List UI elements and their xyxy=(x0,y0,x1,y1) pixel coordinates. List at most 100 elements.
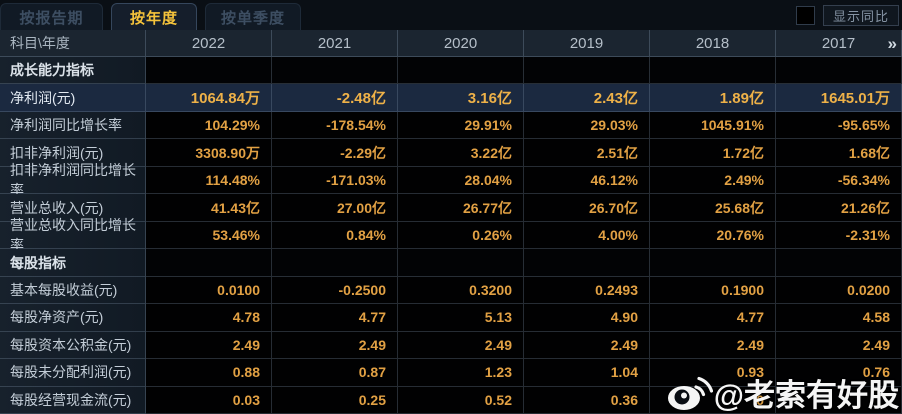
value-cell: 2.43亿 xyxy=(524,84,650,112)
row-label: 扣非净利润同比增长率 xyxy=(0,162,146,198)
value-cell: -2.48亿 xyxy=(272,84,398,112)
row-label: 每股经营现金流(元) xyxy=(0,386,146,414)
value-cell: 0.26% xyxy=(398,221,524,250)
value-cell xyxy=(650,57,776,85)
value-cell: 28.04% xyxy=(398,166,524,195)
value-cell: 0.52 xyxy=(398,386,524,414)
value-cell: 2.49 xyxy=(776,331,902,360)
value-cell: 1.72亿 xyxy=(650,139,776,167)
value-cell: 29.91% xyxy=(398,111,524,140)
value-cell: 29.03% xyxy=(524,111,650,140)
value-cell xyxy=(524,57,650,85)
value-cell: 0.1900 xyxy=(650,276,776,305)
show-yoy-button[interactable]: 显示同比 xyxy=(822,5,899,26)
value-cell: 3.16亿 xyxy=(398,84,524,112)
value-cell: 0.0200 xyxy=(776,276,902,305)
value-cell: 3.22亿 xyxy=(398,139,524,167)
value-cell: 0.36 xyxy=(524,386,650,414)
value-cell: 4.78 xyxy=(146,304,272,332)
row-label: 基本每股收益(元) xyxy=(0,276,146,305)
table-row: 净利润(元) 1064.84万 -2.48亿 3.16亿 2.43亿 1.89亿 1645.… xyxy=(0,84,902,112)
row-label: 每股资本公积金(元) xyxy=(0,331,146,360)
next-years-icon[interactable]: » xyxy=(887,33,898,53)
row-label: 每股指标 xyxy=(0,249,146,277)
value-cell: 3308.90万 xyxy=(146,139,272,167)
table-row: 扣非净利润(元) 3308.90万 -2.29亿 3.22亿 2.51亿 1.72亿 1.6… xyxy=(0,139,902,167)
year-header-2020: 2020 xyxy=(398,30,524,57)
value-cell: 2.49% xyxy=(650,166,776,195)
year-header-2019: 2019 xyxy=(524,30,650,57)
value-cell: 2.51亿 xyxy=(524,139,650,167)
value-cell: 0.3200 xyxy=(398,276,524,305)
value-cell: -178.54% xyxy=(272,111,398,140)
value-cell: 4.58 xyxy=(776,304,902,332)
row-label: 净利润(元) xyxy=(0,84,146,112)
corner-header-cell: 科目\年度 xyxy=(0,30,146,57)
value-cell: -95.65% xyxy=(776,111,902,140)
value-cell: 53.46% xyxy=(146,221,272,250)
row-label: 营业总收入(元) xyxy=(0,194,146,222)
value-cell xyxy=(272,57,398,85)
value-cell: 0.76 xyxy=(776,359,902,387)
value-cell: -2.31% xyxy=(776,221,902,250)
value-cell: 0.2493 xyxy=(524,276,650,305)
value-cell: 21.26亿 xyxy=(776,194,902,222)
value-cell: 1.04 xyxy=(524,359,650,387)
show-yoy-controls: 显示同比 xyxy=(795,5,899,26)
tab-by-quarter[interactable]: 按单季度 xyxy=(205,3,301,30)
value-cell: 0 xyxy=(650,386,776,414)
value-cell: 26.70亿 xyxy=(524,194,650,222)
value-cell xyxy=(398,57,524,85)
table-row: 每股净资产(元) 4.78 4.77 5.13 4.90 4.77 4.58 xyxy=(0,304,902,332)
value-cell: 0.84% xyxy=(272,221,398,250)
tab-by-year[interactable]: 按年度 xyxy=(111,3,197,30)
value-cell: -171.03% xyxy=(272,166,398,195)
value-cell: 114.48% xyxy=(146,166,272,195)
value-cell: 0.88 xyxy=(146,359,272,387)
value-cell: 2.49 xyxy=(650,331,776,360)
table-row: 每股资本公积金(元) 2.49 2.49 2.49 2.49 2.49 2.49 xyxy=(0,331,902,360)
value-cell: 1.23 xyxy=(398,359,524,387)
year-header-2022: 2022 xyxy=(146,30,272,57)
value-cell: 46.12% xyxy=(524,166,650,195)
value-cell xyxy=(146,57,272,85)
table-row: 每股经营现金流(元) 0.03 0.25 0.52 0.36 0 xyxy=(0,386,902,414)
section-row: 每股指标 xyxy=(0,249,902,277)
value-cell: -2.29亿 xyxy=(272,139,398,167)
value-cell: 2.49 xyxy=(398,331,524,360)
value-cell: 20.76% xyxy=(650,221,776,250)
value-cell: 0.93 xyxy=(650,359,776,387)
value-cell xyxy=(524,249,650,277)
table-row: 营业总收入同比增长率 53.46% 0.84% 0.26% 4.00% 20.76% -2.… xyxy=(0,217,902,253)
table-header-row: 科目\年度 2022 2021 2020 2019 2018 2017» xyxy=(0,30,902,57)
row-label: 净利润同比增长率 xyxy=(0,111,146,140)
value-cell: -0.2500 xyxy=(272,276,398,305)
value-cell: 4.77 xyxy=(650,304,776,332)
row-label: 每股净资产(元) xyxy=(0,304,146,332)
tab-by-report-period[interactable]: 按报告期 xyxy=(0,3,103,30)
value-cell: 26.77亿 xyxy=(398,194,524,222)
table-row: 每股未分配利润(元) 0.88 0.87 1.23 1.04 0.93 0.76 xyxy=(0,359,902,387)
year-header-2018: 2018 xyxy=(650,30,776,57)
year-header-2021: 2021 xyxy=(272,30,398,57)
row-label: 成长能力指标 xyxy=(0,57,146,85)
row-label: 营业总收入同比增长率 xyxy=(0,217,146,253)
row-label: 扣非净利润(元) xyxy=(0,139,146,167)
value-cell: 1045.91% xyxy=(650,111,776,140)
value-cell: 4.77 xyxy=(272,304,398,332)
value-cell: 0.25 xyxy=(272,386,398,414)
value-cell: 1064.84万 xyxy=(146,84,272,112)
value-cell: 1.89亿 xyxy=(650,84,776,112)
value-cell: 4.90 xyxy=(524,304,650,332)
value-cell xyxy=(272,249,398,277)
value-cell: 1.68亿 xyxy=(776,139,902,167)
table-row: 净利润同比增长率 104.29% -178.54% 29.91% 29.03% 1045.… xyxy=(0,111,902,140)
value-cell: 0.0100 xyxy=(146,276,272,305)
value-cell: 0.03 xyxy=(146,386,272,414)
value-cell: 0.87 xyxy=(272,359,398,387)
show-yoy-checkbox[interactable] xyxy=(795,6,815,25)
value-cell: -56.34% xyxy=(776,166,902,195)
value-cell xyxy=(776,57,902,85)
value-cell: 41.43亿 xyxy=(146,194,272,222)
value-cell: 25.68亿 xyxy=(650,194,776,222)
